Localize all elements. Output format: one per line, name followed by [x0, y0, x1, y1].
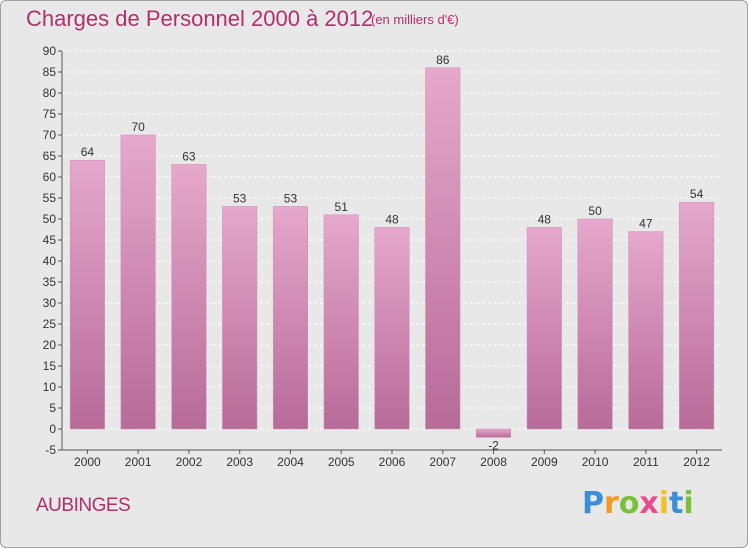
- proxiti-logo: Proxiti: [582, 486, 694, 521]
- y-tick-label: 60: [43, 170, 57, 184]
- x-tick-label: 2009: [531, 455, 558, 469]
- y-tick-label: 5: [49, 401, 56, 415]
- logo-letter: i: [658, 486, 670, 521]
- bar-2012: [679, 201, 715, 430]
- bar-2008: [476, 428, 512, 438]
- logo-letter: x: [639, 486, 659, 521]
- bar-2003: [222, 206, 258, 430]
- value-label: 48: [385, 212, 399, 226]
- x-tick-label: 2010: [582, 455, 609, 469]
- x-tick-label: 2000: [74, 455, 101, 469]
- y-tick-label: 80: [43, 86, 57, 100]
- y-tick-label: 10: [43, 380, 57, 394]
- x-tick-label: 2001: [125, 455, 152, 469]
- bar-2000: [69, 159, 105, 430]
- bar-2002: [171, 164, 207, 430]
- bar-2010: [577, 218, 613, 430]
- x-tick-label: 2006: [379, 455, 406, 469]
- value-label: 64: [81, 145, 95, 159]
- y-tick-label: 75: [43, 107, 57, 121]
- y-tick-label: 45: [43, 233, 57, 247]
- x-tick-label: 2012: [683, 455, 710, 469]
- y-tick-label: 15: [43, 359, 57, 373]
- bar-2001: [120, 134, 156, 430]
- logo-letter: t: [669, 486, 684, 521]
- bar-2009: [526, 227, 562, 430]
- x-tick-label: 2002: [176, 455, 203, 469]
- x-tick-label: 2008: [480, 455, 507, 469]
- x-tick-label: 2004: [277, 455, 304, 469]
- y-tick-label: 20: [43, 338, 57, 352]
- value-label: -2: [488, 438, 499, 452]
- value-label: 53: [233, 191, 247, 205]
- value-label: 51: [335, 200, 349, 214]
- x-tick-label: 2011: [633, 455, 659, 469]
- x-tick-label: 2005: [328, 455, 355, 469]
- y-tick-label: 50: [43, 212, 57, 226]
- value-label: 54: [690, 187, 704, 201]
- y-tick-label: 35: [43, 275, 57, 289]
- bar-2007: [425, 67, 461, 430]
- bar-2005: [323, 214, 359, 430]
- y-tick-label: 65: [43, 149, 57, 163]
- bar-2004: [272, 206, 308, 430]
- value-label: 63: [182, 149, 196, 163]
- x-tick-label: 2003: [226, 455, 253, 469]
- value-label: 53: [284, 191, 298, 205]
- y-tick-label: 0: [49, 422, 56, 436]
- logo-letter: P: [582, 486, 604, 521]
- chart-title: Charges de Personnel 2000 à 2012: [26, 6, 374, 31]
- y-tick-label: 90: [43, 44, 57, 58]
- y-tick-label: 85: [43, 65, 57, 79]
- value-label: 48: [538, 212, 552, 226]
- value-label: 47: [639, 217, 653, 231]
- y-tick-label: 30: [43, 296, 57, 310]
- logo-letter: o: [618, 486, 640, 521]
- value-label: 50: [588, 204, 602, 218]
- y-tick-label: 70: [43, 128, 57, 142]
- y-tick-label: 25: [43, 317, 57, 331]
- value-label: 70: [131, 120, 145, 134]
- value-label: 86: [436, 53, 450, 67]
- location-label: AUBINGES: [36, 495, 131, 516]
- chart-subtitle: (en milliers d'€): [371, 12, 459, 27]
- bar-2011: [628, 231, 664, 430]
- y-tick-label: 40: [43, 254, 57, 268]
- y-tick-label: 55: [43, 191, 57, 205]
- logo-letter: i: [683, 486, 694, 521]
- y-tick-label: -5: [45, 443, 56, 457]
- bar-2006: [374, 227, 410, 430]
- x-tick-label: 2007: [429, 455, 456, 469]
- logo-letter: r: [604, 486, 619, 521]
